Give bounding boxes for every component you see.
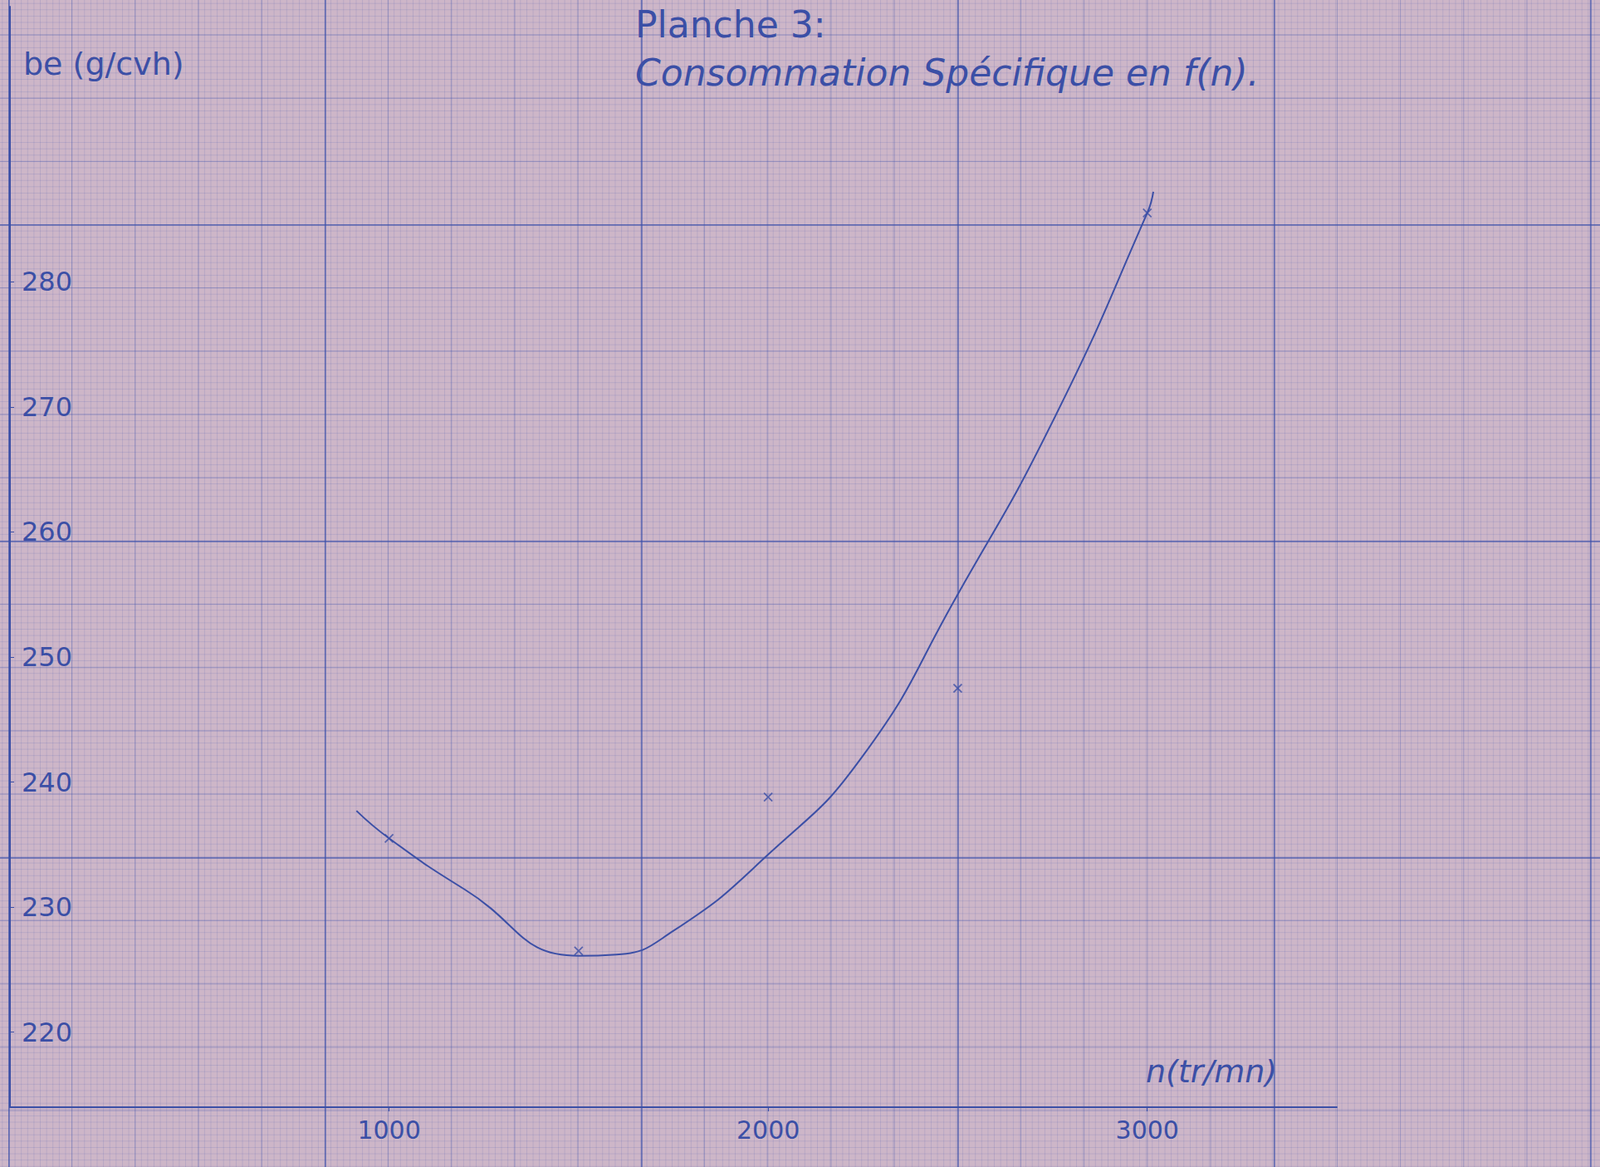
svg-text:Planche 3:: Planche 3: <box>635 3 827 46</box>
svg-text:240: 240 <box>21 766 73 798</box>
svg-text:be (g/cvh): be (g/cvh) <box>23 45 185 83</box>
svg-text:230: 230 <box>21 890 73 923</box>
svg-text:270: 270 <box>21 391 73 423</box>
svg-text:1000: 1000 <box>357 1115 421 1145</box>
svg-text:280: 280 <box>21 265 73 298</box>
svg-text:220: 220 <box>21 1016 73 1048</box>
svg-text:n(tr/mn): n(tr/mn) <box>1145 1052 1278 1090</box>
svg-text:2000: 2000 <box>736 1115 800 1145</box>
svg-text:3000: 3000 <box>1115 1115 1180 1145</box>
svg-text:Consommation Spécifique en f(n: Consommation Spécifique en f(n). <box>635 51 1260 94</box>
svg-text:250: 250 <box>21 640 73 673</box>
svg-text:260: 260 <box>21 515 73 548</box>
